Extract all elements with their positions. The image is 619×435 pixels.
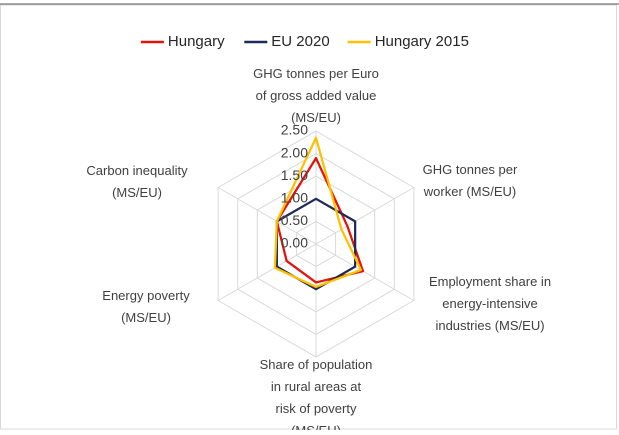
series-line	[273, 136, 363, 289]
chart-frame	[0, 4, 617, 430]
tick-label: 1.50	[281, 167, 308, 183]
legend-label: EU 2020	[271, 33, 329, 50]
category-label: Share of population in rural areas at risk…	[260, 357, 373, 430]
category-label: GHG tonnes per worker (MS/EU)	[423, 162, 518, 199]
spoke	[315, 243, 415, 301]
category-label: GHG tonnes per Euro of gross added value(…	[253, 66, 379, 125]
spoke	[217, 187, 317, 245]
tick-label: 2.50	[281, 122, 308, 138]
legend-label: Hungary 2015	[375, 33, 469, 50]
category-label: Energy poverty (MS/EU)	[102, 288, 190, 325]
tick-label: 0.00	[281, 235, 308, 251]
spoke	[315, 187, 415, 245]
tick-label: 1.00	[281, 190, 308, 206]
category-label: Carbon inequality (MS/EU)	[86, 163, 188, 200]
legend-label: Hungary	[168, 33, 225, 50]
category-label: Employment share in energy-intensive indus…	[429, 274, 551, 333]
spoke	[217, 243, 317, 301]
tick-label: 2.00	[281, 144, 308, 160]
tick-label: 0.50	[281, 212, 308, 228]
